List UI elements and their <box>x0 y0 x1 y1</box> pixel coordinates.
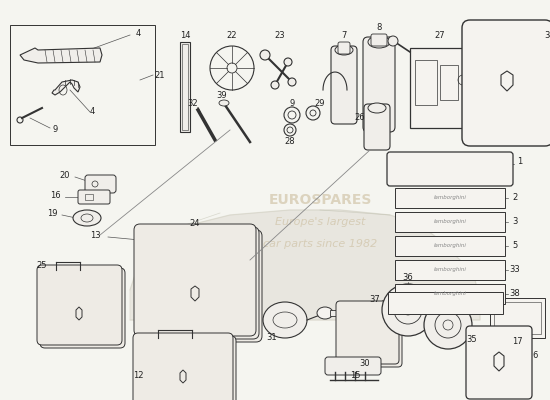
Text: 21: 21 <box>155 70 165 80</box>
Text: 1: 1 <box>518 158 522 166</box>
Text: 29: 29 <box>315 98 325 108</box>
FancyBboxPatch shape <box>363 37 395 132</box>
FancyBboxPatch shape <box>37 265 122 345</box>
Ellipse shape <box>317 307 333 319</box>
Bar <box>494 302 541 334</box>
Ellipse shape <box>368 103 386 113</box>
Text: 5: 5 <box>513 242 518 250</box>
Ellipse shape <box>388 36 398 46</box>
Text: 28: 28 <box>285 138 295 146</box>
Bar <box>330 310 342 316</box>
FancyBboxPatch shape <box>40 268 125 348</box>
Text: 31: 31 <box>267 334 277 342</box>
Ellipse shape <box>260 50 270 60</box>
Bar <box>395 212 505 232</box>
FancyBboxPatch shape <box>136 336 236 400</box>
Text: 22: 22 <box>227 30 237 40</box>
Text: lamborghini: lamborghini <box>433 244 466 248</box>
Text: 2: 2 <box>513 194 518 202</box>
Text: 37: 37 <box>370 296 381 304</box>
Ellipse shape <box>263 302 307 338</box>
Ellipse shape <box>284 58 292 66</box>
Text: 6: 6 <box>532 350 538 360</box>
Ellipse shape <box>335 45 353 55</box>
Polygon shape <box>130 210 480 320</box>
Text: Europe's largest: Europe's largest <box>275 217 365 227</box>
Text: car parts since 1982: car parts since 1982 <box>263 239 377 249</box>
Text: 13: 13 <box>90 230 100 240</box>
Text: 12: 12 <box>133 370 143 380</box>
FancyBboxPatch shape <box>134 224 256 336</box>
Polygon shape <box>20 48 102 63</box>
Bar <box>388 292 503 314</box>
Bar <box>410 48 470 128</box>
FancyBboxPatch shape <box>462 20 550 146</box>
FancyBboxPatch shape <box>339 304 402 367</box>
Text: 16: 16 <box>50 190 60 200</box>
FancyBboxPatch shape <box>133 333 233 400</box>
Bar <box>395 188 505 208</box>
Text: 32: 32 <box>188 98 199 108</box>
FancyBboxPatch shape <box>338 42 350 54</box>
Text: 7: 7 <box>342 30 346 40</box>
FancyBboxPatch shape <box>331 46 357 124</box>
FancyBboxPatch shape <box>336 301 399 364</box>
Text: 8: 8 <box>376 24 382 32</box>
Ellipse shape <box>288 78 296 86</box>
Text: 36: 36 <box>403 274 414 282</box>
Text: 27: 27 <box>434 30 446 40</box>
Text: 14: 14 <box>180 30 190 40</box>
Text: 35: 35 <box>467 336 477 344</box>
FancyBboxPatch shape <box>137 227 259 339</box>
Text: 15: 15 <box>350 370 360 380</box>
Bar <box>395 260 505 280</box>
Text: EUROSPARES: EUROSPARES <box>268 193 372 207</box>
FancyBboxPatch shape <box>387 152 513 186</box>
Bar <box>85 194 93 200</box>
Ellipse shape <box>219 100 229 106</box>
Ellipse shape <box>424 301 472 349</box>
Ellipse shape <box>271 81 279 89</box>
Ellipse shape <box>382 284 434 336</box>
Text: lamborghini: lamborghini <box>433 196 466 200</box>
FancyBboxPatch shape <box>325 357 381 375</box>
Text: 23: 23 <box>274 30 285 40</box>
Text: 38: 38 <box>510 290 520 298</box>
Text: 19: 19 <box>47 208 57 218</box>
Ellipse shape <box>368 36 390 48</box>
Text: 24: 24 <box>190 220 200 228</box>
Text: 26: 26 <box>355 114 365 122</box>
Bar <box>395 236 505 256</box>
Bar <box>180 42 190 132</box>
FancyBboxPatch shape <box>140 230 262 342</box>
FancyBboxPatch shape <box>364 104 390 150</box>
Text: lamborghini: lamborghini <box>433 268 466 272</box>
Text: lamborghini: lamborghini <box>433 292 466 296</box>
Text: 9: 9 <box>52 126 58 134</box>
Bar <box>395 284 505 304</box>
FancyBboxPatch shape <box>371 34 387 46</box>
Polygon shape <box>52 80 80 95</box>
Bar <box>490 298 545 338</box>
Text: 30: 30 <box>360 358 370 368</box>
Text: 17: 17 <box>512 338 522 346</box>
Bar <box>10 25 155 145</box>
Text: 39: 39 <box>217 92 227 100</box>
Text: 34: 34 <box>544 30 550 40</box>
FancyBboxPatch shape <box>85 175 116 193</box>
Text: 33: 33 <box>510 266 520 274</box>
Ellipse shape <box>73 210 101 226</box>
Bar <box>440 65 458 100</box>
Bar <box>415 60 437 105</box>
Bar <box>182 44 188 130</box>
Text: 25: 25 <box>37 260 47 270</box>
Text: 4: 4 <box>135 28 141 38</box>
FancyBboxPatch shape <box>78 190 110 204</box>
Text: 20: 20 <box>60 170 70 180</box>
FancyBboxPatch shape <box>466 326 532 399</box>
Text: 4: 4 <box>89 108 95 116</box>
Text: 3: 3 <box>512 218 518 226</box>
Text: 9: 9 <box>289 98 295 108</box>
Text: lamborghini: lamborghini <box>433 220 466 224</box>
